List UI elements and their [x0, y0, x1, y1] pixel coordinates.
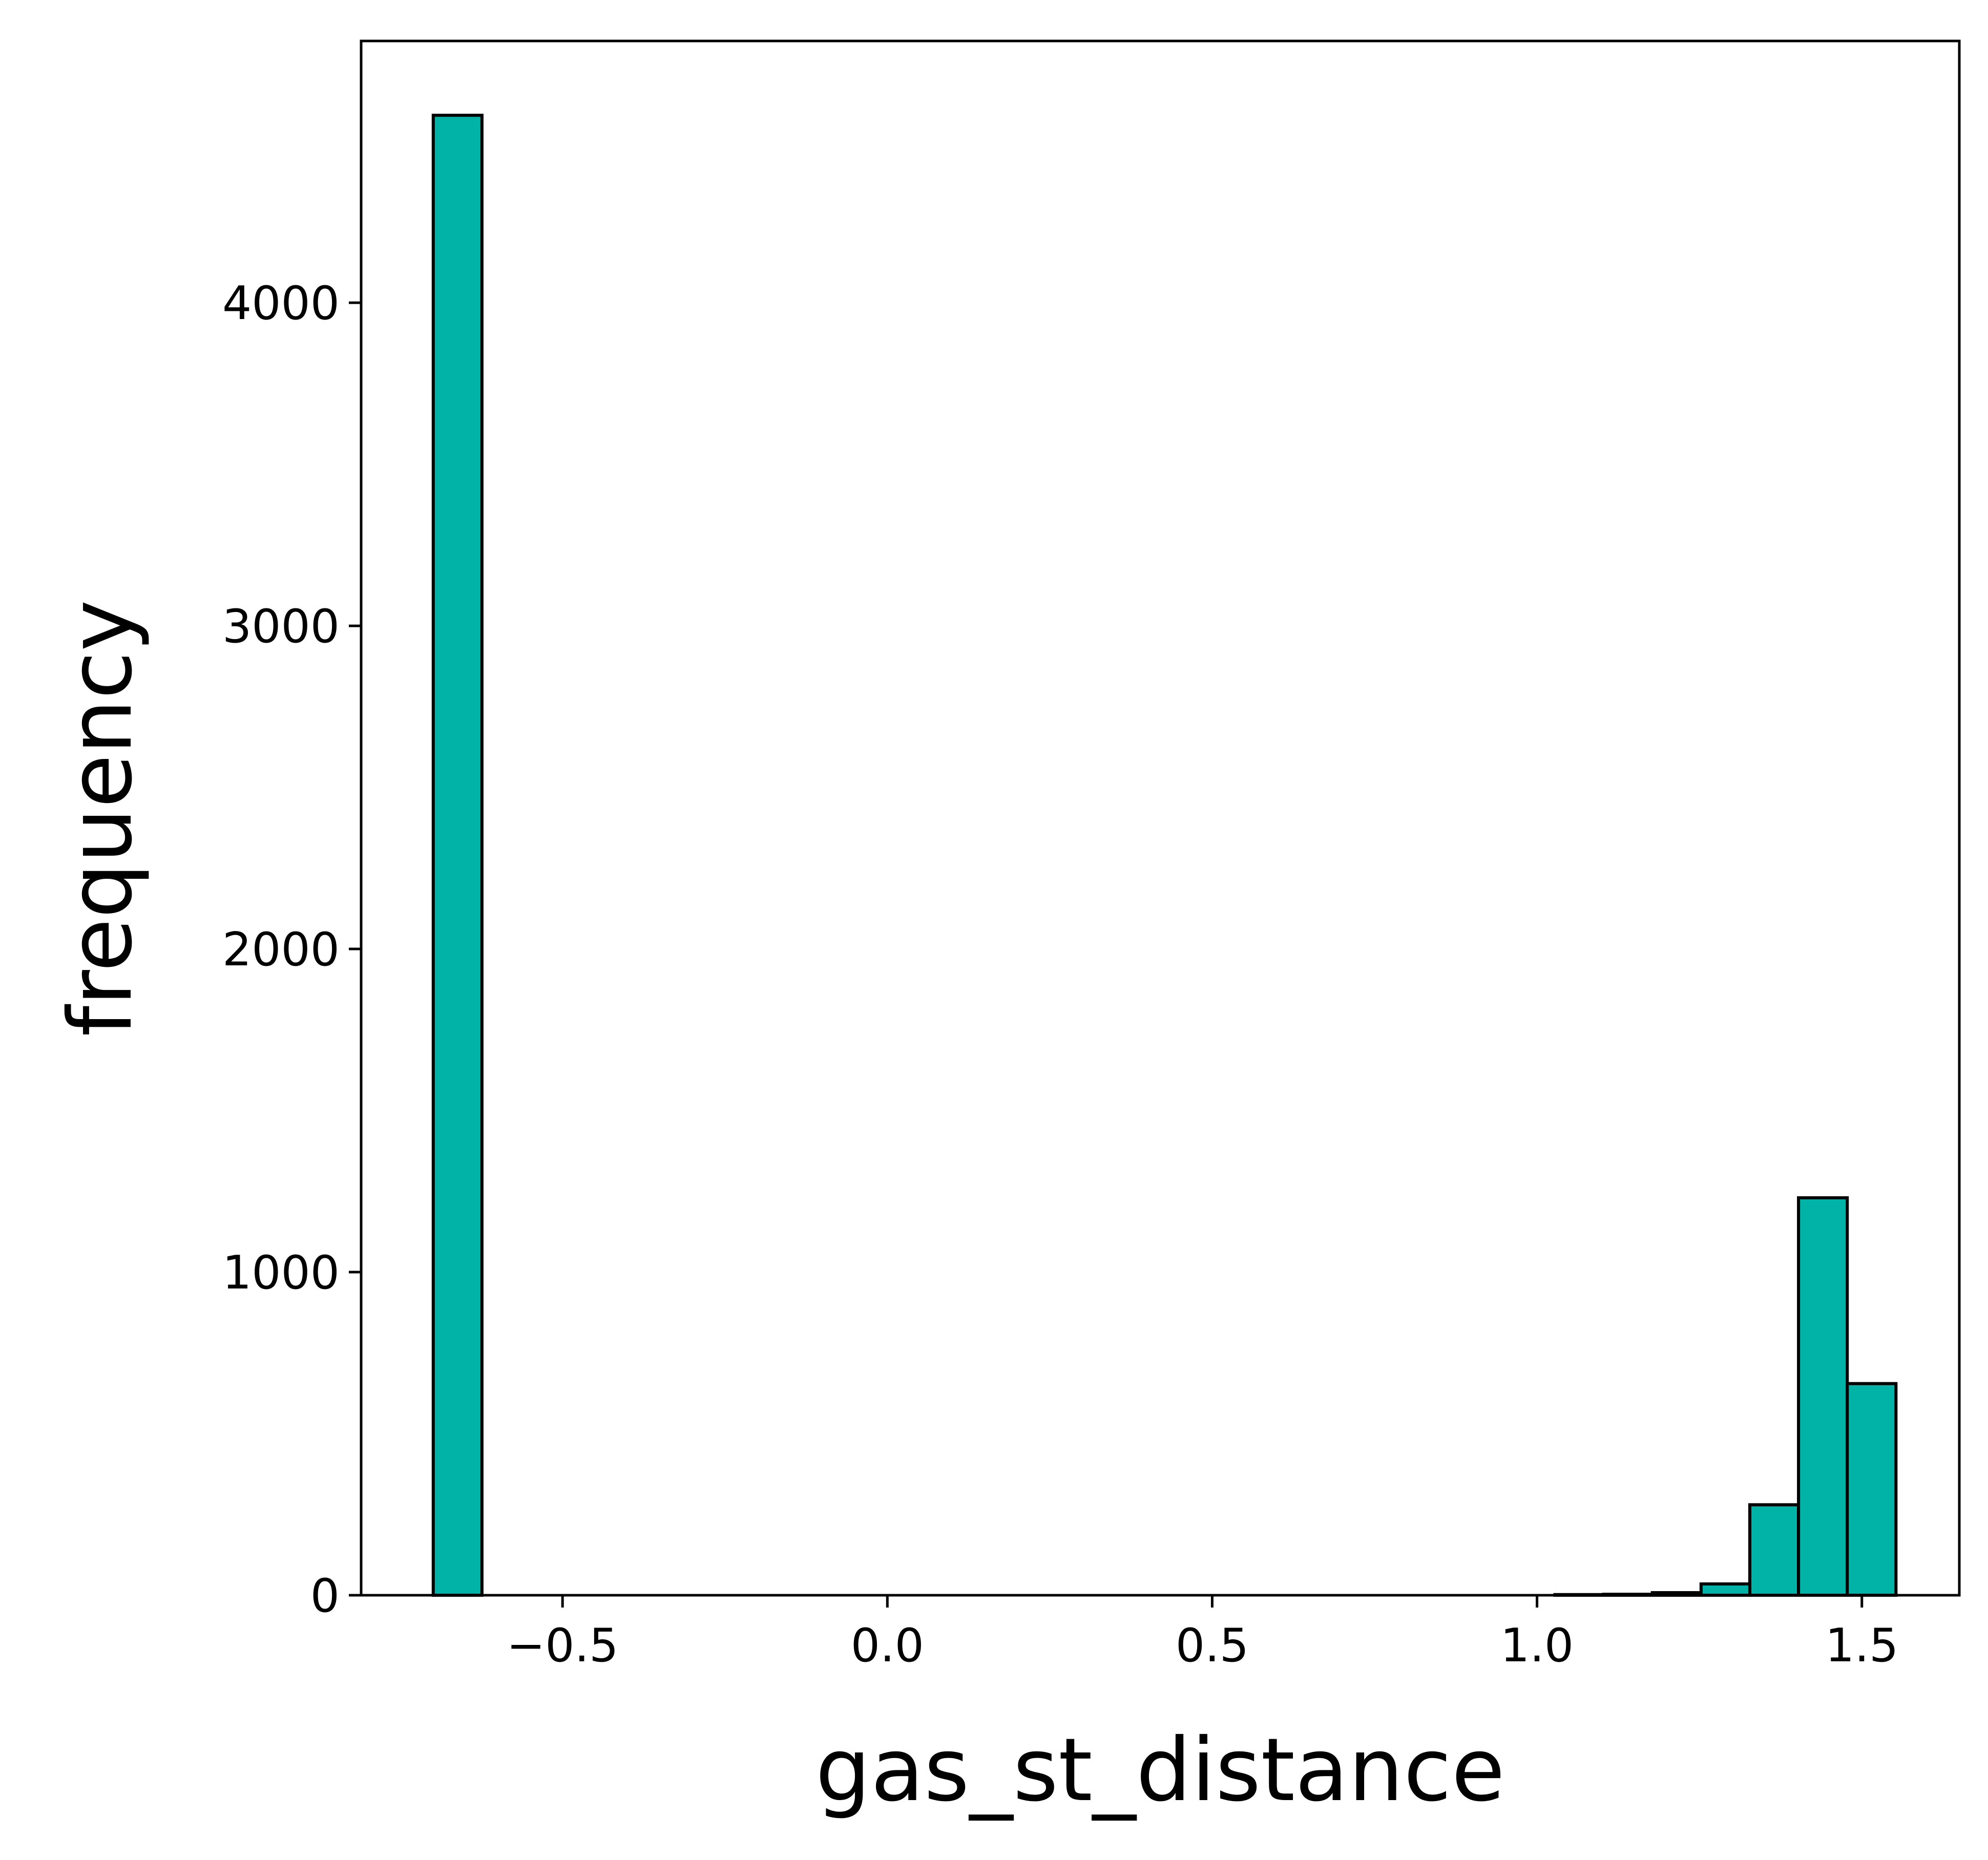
- y-tick-label-4: 4000: [222, 277, 340, 330]
- y-axis-label: frequency: [50, 600, 152, 1037]
- histogram-bar-6: [1797, 1196, 1849, 1597]
- y-tick-label-2: 2000: [222, 923, 340, 977]
- x-axis-label: gas_st_distance: [815, 1720, 1505, 1821]
- x-tick-label-0: −0.5: [507, 1619, 619, 1673]
- histogram-bar-7: [1846, 1382, 1898, 1597]
- histogram-bar-0: [431, 114, 484, 1597]
- histogram-bar-4: [1699, 1582, 1751, 1597]
- y-tick-label-0: 0: [310, 1569, 340, 1623]
- x-tick-label-2: 0.5: [1176, 1619, 1249, 1673]
- x-tick-label-4: 1.5: [1825, 1619, 1898, 1673]
- ticks-layer: −0.5 0.0 0.5 1.0 1.5 0 1000 2000 3000 4000: [222, 277, 1898, 1673]
- plot-frame: [360, 39, 1961, 1597]
- bars-layer: [431, 114, 1898, 1597]
- histogram-bar-5: [1748, 1503, 1801, 1597]
- x-tick-label-3: 1.0: [1500, 1619, 1574, 1673]
- x-tick-label-1: 0.0: [851, 1619, 924, 1673]
- y-tick-label-3: 3000: [222, 600, 340, 653]
- y-tick-label-1: 1000: [222, 1246, 340, 1300]
